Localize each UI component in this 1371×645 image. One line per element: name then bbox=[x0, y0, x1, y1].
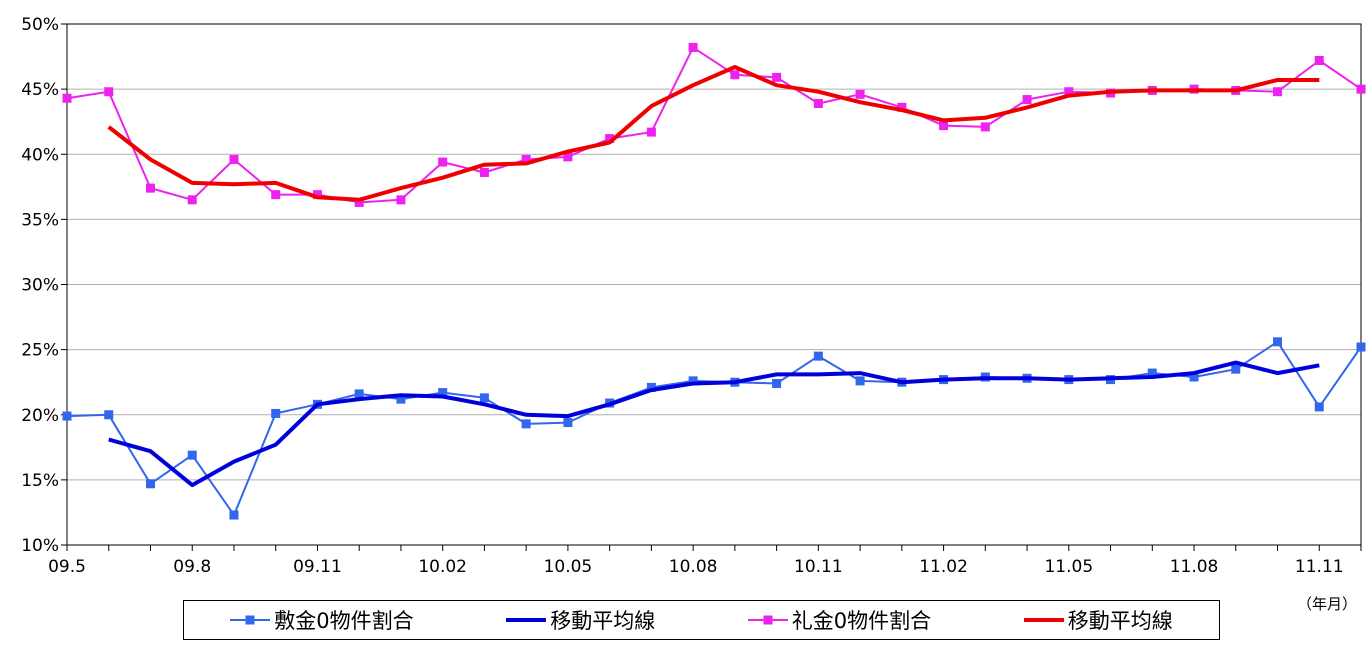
x-tick-label: 09.8 bbox=[173, 557, 211, 577]
data-point-2 bbox=[939, 121, 949, 131]
x-tick-label: 11.02 bbox=[919, 557, 968, 577]
y-tick-label: 10% bbox=[21, 536, 59, 556]
x-unit-label: （年月） bbox=[1297, 595, 1358, 613]
data-point-2 bbox=[980, 122, 990, 132]
legend-item: 礼金0物件割合 bbox=[747, 605, 932, 635]
data-point-0 bbox=[145, 479, 155, 489]
data-point-2 bbox=[563, 152, 573, 162]
data-point-2 bbox=[145, 183, 155, 193]
series-group bbox=[62, 42, 1366, 520]
x-tick-label: 11.08 bbox=[1170, 557, 1219, 577]
x-tick-label: 11.05 bbox=[1044, 557, 1093, 577]
data-point-0 bbox=[772, 378, 782, 388]
data-point-2 bbox=[396, 195, 406, 205]
data-point-0 bbox=[563, 418, 573, 428]
y-tick-label: 25% bbox=[21, 341, 59, 361]
x-tick-label: 10.05 bbox=[544, 557, 593, 577]
data-point-2 bbox=[479, 167, 489, 177]
data-point-2 bbox=[521, 154, 531, 164]
x-tick-label: 11.11 bbox=[1295, 557, 1344, 577]
x-tick-label: 09.5 bbox=[48, 557, 86, 577]
data-point-0 bbox=[1189, 372, 1199, 382]
data-point-2 bbox=[104, 87, 114, 97]
data-point-0 bbox=[104, 410, 114, 420]
data-point-0 bbox=[688, 376, 698, 386]
y-tick-label: 20% bbox=[21, 406, 59, 426]
series-line-2 bbox=[66, 46, 1362, 204]
data-point-2 bbox=[229, 154, 239, 164]
x-tick-label: 10.02 bbox=[418, 557, 467, 577]
data-point-0 bbox=[354, 389, 364, 399]
legend-marker bbox=[763, 615, 773, 625]
y-tick-label: 40% bbox=[21, 145, 59, 165]
series-line-3 bbox=[107, 65, 1320, 202]
y-tick-label: 35% bbox=[21, 210, 59, 230]
y-tick-labels: 10% 15% 20% 25% 30% 35% 40% 45% 50% bbox=[21, 15, 59, 556]
plot-area-border bbox=[66, 23, 1362, 546]
data-point-0 bbox=[646, 382, 656, 392]
data-point-2 bbox=[730, 70, 740, 80]
legend-label: 礼金0物件割合 bbox=[791, 609, 932, 633]
legend-item: 敷金0物件割合 bbox=[230, 605, 414, 635]
x-tick-labels: 09.5 09.8 09.11 10.02 10.05 10.08 10.11 11.02 11… bbox=[48, 557, 1344, 577]
y-tick-label: 50% bbox=[21, 15, 59, 35]
legend-label: 移動平均線 bbox=[1067, 609, 1173, 633]
data-point-0 bbox=[1356, 342, 1366, 352]
data-point-0 bbox=[521, 419, 531, 429]
legend-marker bbox=[245, 615, 255, 625]
data-point-0 bbox=[1314, 402, 1324, 412]
data-point-2 bbox=[354, 197, 364, 207]
y-tick-label: 30% bbox=[21, 276, 59, 296]
data-point-0 bbox=[479, 393, 489, 403]
data-point-2 bbox=[271, 190, 281, 200]
data-point-0 bbox=[187, 450, 197, 460]
data-point-2 bbox=[62, 93, 72, 103]
legend-swatch bbox=[506, 618, 547, 622]
data-point-0 bbox=[1231, 364, 1241, 374]
legend-item: 移動平均線 bbox=[1023, 605, 1173, 635]
data-point-2 bbox=[438, 157, 448, 167]
data-point-2 bbox=[1064, 87, 1074, 97]
data-point-0 bbox=[438, 388, 448, 398]
data-point-0 bbox=[855, 376, 865, 386]
data-point-2 bbox=[772, 72, 782, 82]
legend-swatch bbox=[1023, 618, 1064, 622]
data-point-2 bbox=[855, 89, 865, 99]
legend-item: 移動平均線 bbox=[506, 605, 655, 635]
data-point-0 bbox=[229, 510, 239, 520]
series-line-1 bbox=[108, 360, 1320, 488]
data-point-2 bbox=[1356, 84, 1366, 94]
data-point-0 bbox=[1273, 337, 1283, 347]
y-tick-label: 15% bbox=[21, 471, 59, 491]
data-point-0 bbox=[396, 394, 406, 404]
data-point-2 bbox=[605, 134, 615, 144]
gridlines bbox=[67, 23, 1361, 481]
data-point-2 bbox=[1273, 87, 1283, 97]
data-point-2 bbox=[646, 127, 656, 137]
y-tick-label: 45% bbox=[21, 80, 59, 100]
legend-swatch bbox=[230, 615, 271, 625]
data-point-2 bbox=[897, 102, 907, 112]
x-tick-label: 10.11 bbox=[794, 557, 843, 577]
x-tick-label: 09.11 bbox=[293, 557, 342, 577]
legend: 敷金0物件割合 移動平均線 礼金0物件割合 移動平均線 bbox=[183, 600, 1220, 640]
data-point-2 bbox=[1022, 95, 1032, 105]
data-point-0 bbox=[813, 351, 823, 361]
legend-swatch bbox=[747, 615, 788, 625]
data-point-2 bbox=[312, 190, 322, 200]
legend-label: 移動平均線 bbox=[550, 609, 656, 633]
data-point-2 bbox=[688, 42, 698, 52]
axes bbox=[61, 23, 1362, 551]
legend-label: 敷金0物件割合 bbox=[274, 609, 414, 633]
data-point-2 bbox=[1314, 55, 1324, 65]
data-point-2 bbox=[187, 195, 197, 205]
data-point-0 bbox=[1147, 368, 1157, 378]
series-line-0 bbox=[66, 340, 1362, 516]
x-tick-label: 10.08 bbox=[669, 557, 718, 577]
data-point-2 bbox=[813, 98, 823, 108]
data-point-0 bbox=[62, 411, 72, 421]
data-point-0 bbox=[271, 408, 281, 418]
